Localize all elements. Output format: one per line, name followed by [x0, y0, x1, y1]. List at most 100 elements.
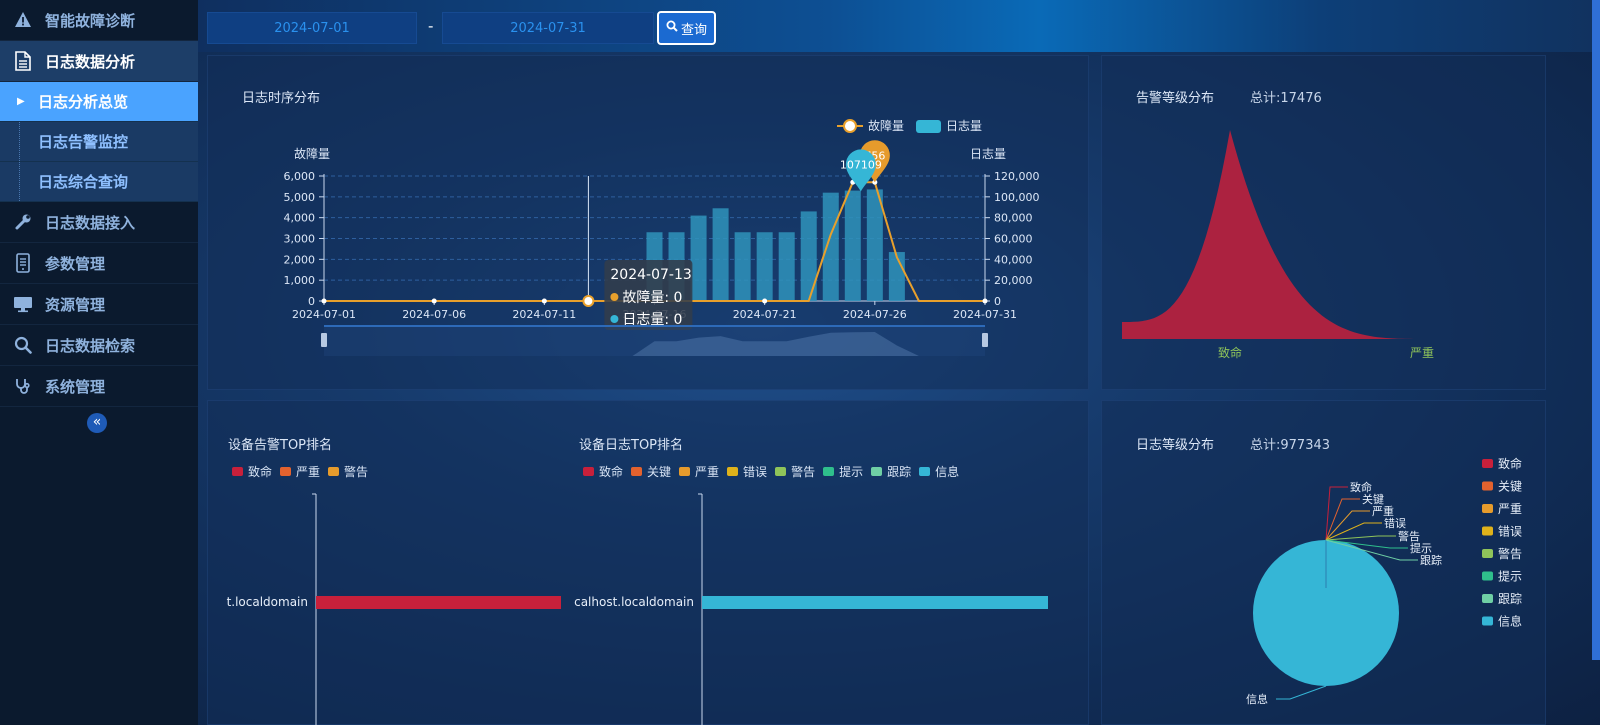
legend-label: 致命	[599, 465, 624, 479]
right-tick-label: 0	[994, 295, 1001, 308]
legend-item[interactable]: 警告	[328, 463, 368, 480]
pie-label: 跟踪	[1420, 553, 1442, 567]
device-top-panel: 设备告警TOP排名 致命 严重 警告 设备日志TOP排名 致命 关键 严重 错误 警告 提示 跟…	[207, 400, 1089, 725]
legend-item[interactable]: 信息	[919, 463, 959, 480]
device-alarm-label: t.localdomain	[227, 595, 308, 609]
zoom-handle-right[interactable]	[982, 333, 988, 347]
sidebar-subitem-log-query[interactable]: 日志综合查询	[0, 162, 198, 202]
sidebar-subitem-label: 日志综合查询	[38, 173, 129, 191]
log-bar[interactable]	[822, 192, 839, 301]
fault-point[interactable]	[541, 298, 547, 304]
pie-legend-swatch[interactable]	[1482, 481, 1493, 491]
document-icon	[13, 51, 33, 71]
pie-legend-label[interactable]: 提示	[1498, 569, 1522, 584]
legend-fault-label[interactable]: 故障量	[868, 118, 904, 133]
pie-label-line	[1325, 510, 1370, 541]
sidebar-item-log-search[interactable]: 日志数据检索	[0, 325, 198, 366]
legend-item[interactable]: 致命	[232, 463, 272, 480]
legend-item[interactable]: 提示	[823, 463, 863, 480]
pie-legend-label[interactable]: 信息	[1498, 614, 1522, 629]
fault-point[interactable]	[321, 298, 327, 304]
pie-label-line	[1325, 539, 1408, 549]
wrench-icon	[13, 212, 33, 232]
pie-legend-swatch[interactable]	[1482, 571, 1493, 581]
legend-label: 错误	[743, 465, 768, 479]
pie-legend-swatch[interactable]	[1482, 459, 1493, 468]
device-top-charts[interactable]: t.localdomain calhost.localdomain	[208, 401, 1090, 725]
collapse-sidebar-button[interactable]: «	[87, 413, 107, 433]
panel-total: 总计:977343	[1250, 438, 1331, 453]
pie-label-line	[1325, 486, 1348, 541]
sidebar-item-label: 智能故障诊断	[45, 11, 136, 30]
device-log-bar[interactable]	[702, 596, 1048, 609]
log-bar[interactable]	[690, 215, 707, 301]
sidebar-item-log-ingest[interactable]: 日志数据接入	[0, 202, 198, 243]
legend-item[interactable]: 严重	[679, 463, 719, 480]
log-bar[interactable]	[712, 208, 729, 301]
legend-item[interactable]: 错误	[727, 463, 767, 480]
device-alarm-legend: 致命 严重 警告	[232, 463, 368, 480]
log-level-panel: 日志等级分布 总计:977343 致命 关键 严重 错误 警告 提示 跟踪 信息 致命 关键 严重错…	[1101, 400, 1546, 725]
sidebar-subitem-log-overview[interactable]: ▶ 日志分析总览	[0, 82, 198, 122]
pie-legend-swatch[interactable]	[1482, 526, 1493, 536]
pie-legend-label[interactable]: 严重	[1498, 502, 1522, 516]
pie-legend-label[interactable]: 警告	[1498, 546, 1522, 561]
legend-label: 严重	[695, 465, 720, 479]
sidebar-item-params[interactable]: 参数管理	[0, 243, 198, 284]
alarm-level-chart[interactable]: 致命 严重	[1102, 56, 1547, 391]
left-tick-label: 3,000	[284, 233, 316, 246]
device-log-label: calhost.localdomain	[574, 595, 694, 609]
pie-legend-swatch[interactable]	[1482, 616, 1493, 626]
pie-legend-label[interactable]: 致命	[1498, 456, 1522, 471]
sidebar-item-resources[interactable]: 资源管理	[0, 284, 198, 325]
legend-item[interactable]: 警告	[775, 463, 815, 480]
sidebar-item-label: 日志数据分析	[45, 52, 136, 71]
legend-log-label[interactable]: 日志量	[946, 119, 982, 133]
end-date-input[interactable]: 2024-07-31	[442, 12, 654, 44]
fault-point[interactable]	[762, 298, 768, 304]
query-button[interactable]: 查询	[657, 11, 716, 45]
zoom-slider-track[interactable]	[324, 326, 985, 356]
legend-label: 警告	[344, 465, 369, 479]
pie-label: 致命	[1350, 480, 1372, 494]
sidebar-subitem-log-alarm-monitor[interactable]: 日志告警监控	[0, 122, 198, 162]
zoom-handle-left[interactable]	[321, 333, 327, 347]
legend-item[interactable]: 严重	[280, 463, 320, 480]
legend-item[interactable]: 关键	[631, 463, 671, 480]
pie-legend-label[interactable]: 关键	[1498, 480, 1522, 494]
sidebar-item-label: 资源管理	[45, 295, 106, 314]
fault-point[interactable]	[982, 298, 988, 304]
start-date-input[interactable]: 2024-07-01	[207, 12, 417, 44]
pie-label: 信息	[1246, 692, 1268, 706]
pie-legend-swatch[interactable]	[1482, 594, 1493, 603]
legend-log-swatch[interactable]	[916, 120, 941, 133]
log-bar[interactable]	[778, 232, 795, 301]
legend-item[interactable]: 跟踪	[871, 463, 911, 480]
pie-label-line	[1276, 685, 1327, 700]
page-scrollbar[interactable]	[1592, 0, 1600, 660]
alarm-area[interactable]	[1122, 130, 1432, 339]
log-bar[interactable]	[756, 232, 773, 301]
sidebar-item-label: 参数管理	[45, 254, 106, 273]
log-bar[interactable]	[844, 190, 861, 301]
log-bar[interactable]	[866, 189, 883, 301]
sidebar-item-fault-diagnosis[interactable]: 智能故障诊断	[0, 0, 198, 41]
device-alarm-bar[interactable]	[316, 596, 561, 609]
log-bar[interactable]	[800, 211, 817, 301]
log-max-marker[interactable]	[845, 149, 876, 192]
log-bar[interactable]	[734, 232, 751, 301]
pie-legend-swatch[interactable]	[1482, 549, 1493, 558]
sidebar-item-log-analysis[interactable]: 日志数据分析	[0, 41, 198, 82]
legend-fault-marker[interactable]	[843, 119, 857, 133]
pie-slice-info[interactable]	[1253, 540, 1399, 686]
legend-swatch	[280, 467, 292, 476]
sidebar-item-system[interactable]: 系统管理	[0, 366, 198, 407]
legend-item[interactable]: 致命	[583, 463, 623, 480]
pie-legend-label[interactable]: 跟踪	[1498, 592, 1522, 606]
pie-legend-label[interactable]: 错误	[1498, 525, 1522, 539]
pie-legend-swatch[interactable]	[1482, 504, 1493, 513]
tooltip-point	[582, 295, 595, 307]
fault-point[interactable]	[431, 298, 437, 304]
